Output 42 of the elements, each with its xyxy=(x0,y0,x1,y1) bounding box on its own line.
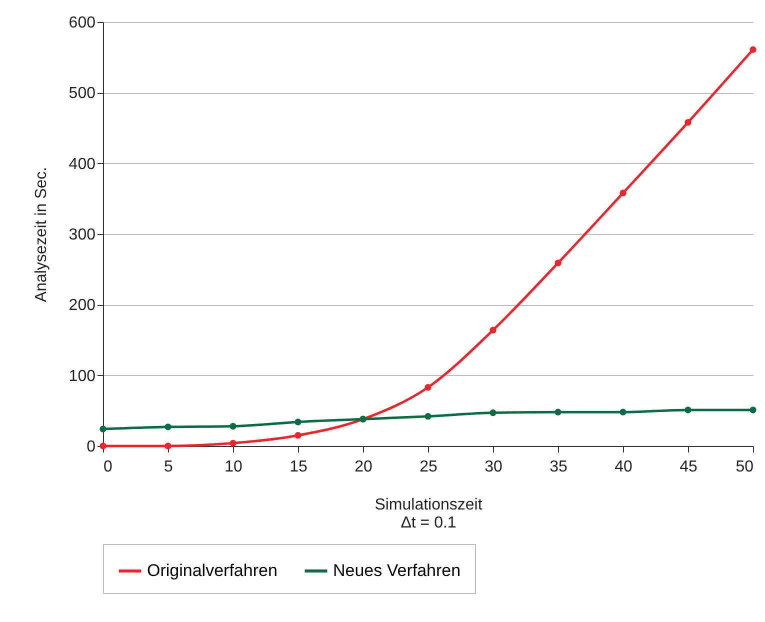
point xyxy=(554,408,562,416)
point xyxy=(424,412,432,420)
point xyxy=(100,426,106,432)
y-tick-label: 400 xyxy=(68,156,96,173)
x-tick-label: 50 xyxy=(736,458,754,476)
point xyxy=(294,432,302,439)
y-tick-label: 200 xyxy=(68,297,96,314)
y-axis-title: Analysezeit in Sec. xyxy=(32,166,50,302)
y-tick-label: 300 xyxy=(68,226,96,244)
x-tick-label: 30 xyxy=(484,458,502,476)
point xyxy=(554,260,562,266)
legend-label: Neues Verfahren xyxy=(333,561,461,580)
point xyxy=(294,418,302,426)
x-axis-title: Simulationszeit Δt = 0.1 xyxy=(374,496,483,532)
point xyxy=(490,326,496,334)
point xyxy=(230,440,236,447)
x-tick-label: 20 xyxy=(354,458,372,476)
x-tick-label: 25 xyxy=(420,458,438,476)
point xyxy=(750,406,756,414)
x-tick-label: 10 xyxy=(224,458,242,476)
y-tick-label: 0 xyxy=(86,438,96,456)
x-tick-label: 35 xyxy=(550,458,568,476)
x-tick-label: 45 xyxy=(680,458,698,476)
y-tick-label: 600 xyxy=(68,14,96,32)
point xyxy=(490,409,496,416)
legend-label: Originalverfahren xyxy=(147,561,278,580)
point xyxy=(620,408,626,416)
point xyxy=(684,406,692,414)
y-tick-label: 500 xyxy=(68,85,96,102)
x-tick-label: 40 xyxy=(614,458,632,476)
point xyxy=(750,46,756,53)
point xyxy=(620,190,626,196)
point xyxy=(424,384,432,391)
x-tick-label: 0 xyxy=(104,458,112,476)
point xyxy=(164,442,172,450)
x-tick-label: 15 xyxy=(290,458,308,476)
point xyxy=(684,119,692,126)
point xyxy=(100,442,106,450)
x-tick-label: 5 xyxy=(164,458,174,476)
point xyxy=(230,422,236,430)
y-tick-label: 100 xyxy=(68,368,96,385)
point xyxy=(164,424,172,430)
